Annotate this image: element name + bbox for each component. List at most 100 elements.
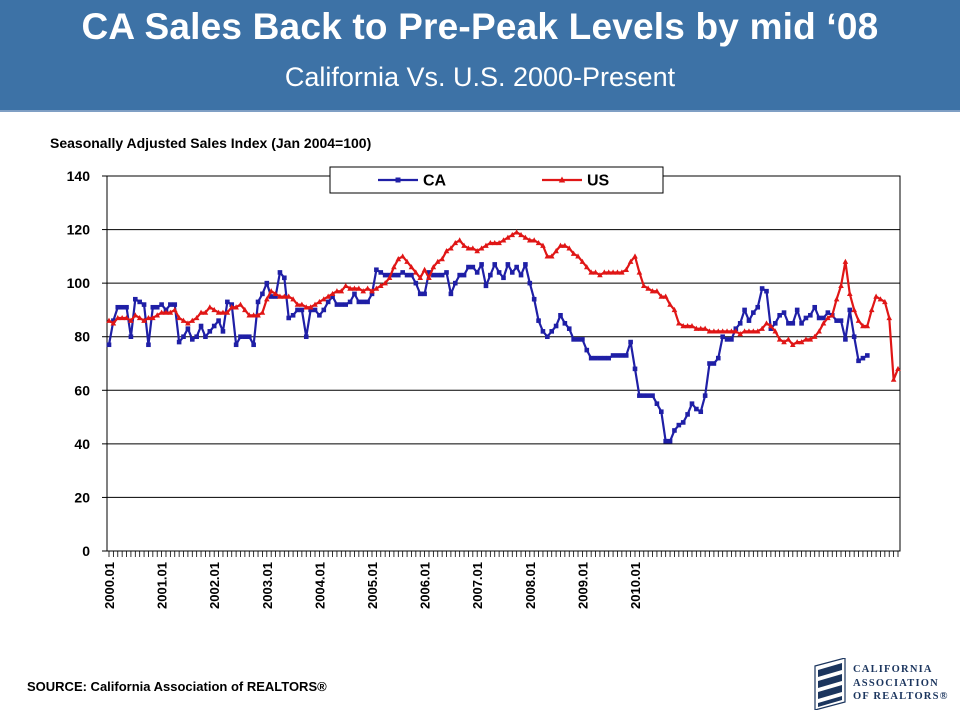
point-us [347, 285, 353, 291]
point-ca [119, 304, 125, 310]
point-us [684, 323, 691, 329]
point-ca [553, 323, 559, 329]
point-ca [571, 337, 576, 342]
point-us [737, 331, 743, 337]
point-ca [545, 334, 550, 340]
point-ca [501, 275, 506, 281]
point-ca [330, 294, 335, 299]
point-ca [698, 409, 704, 415]
point-us [141, 317, 147, 323]
point-us [211, 306, 217, 313]
point-ca [764, 288, 769, 294]
point-us [610, 269, 616, 275]
point-ca [523, 262, 528, 267]
point-ca [492, 262, 498, 267]
point-us [522, 234, 529, 240]
point-us [601, 269, 608, 275]
point-us [846, 290, 853, 297]
point-ca [575, 337, 581, 342]
point-us [351, 285, 358, 291]
point-ca [277, 270, 283, 275]
point-ca [286, 315, 292, 321]
point-ca [663, 438, 668, 444]
point-ca [356, 299, 362, 305]
point-us [776, 336, 783, 342]
point-us [658, 293, 665, 299]
point-ca [220, 329, 226, 334]
point-ca [650, 393, 655, 398]
point-us [417, 274, 424, 280]
point-us [868, 306, 875, 313]
point-ca [216, 318, 221, 323]
point-us [829, 312, 836, 318]
x-tick-label: 2000.01 [102, 562, 117, 609]
point-us [386, 274, 393, 280]
point-us [312, 301, 318, 307]
point-ca [225, 299, 230, 305]
point-ca [702, 393, 708, 398]
point-ca [404, 272, 410, 278]
point-ca [584, 347, 590, 353]
x-tick-label: 2010.01 [628, 562, 643, 609]
point-ca [238, 334, 243, 340]
point-ca [597, 355, 603, 361]
point-us [136, 314, 143, 321]
x-tick-label: 2007.01 [470, 562, 485, 609]
point-ca [816, 315, 822, 321]
point-us [496, 239, 502, 246]
point-ca [724, 337, 730, 342]
point-ca [593, 355, 598, 361]
point-us [285, 293, 292, 299]
point-us [768, 323, 774, 329]
point-ca [312, 307, 318, 313]
point-ca [207, 329, 213, 334]
point-ca [400, 270, 405, 275]
point-us [570, 250, 577, 256]
point-us [557, 242, 564, 248]
point-us [456, 237, 463, 243]
point-ca [803, 315, 809, 321]
x-tick-label: 2008.01 [523, 562, 538, 609]
point-us [864, 323, 871, 329]
point-us [110, 320, 117, 326]
point-us [750, 328, 757, 334]
point-ca [159, 302, 164, 307]
point-us [132, 312, 139, 318]
point-ca [194, 334, 199, 340]
point-ca [737, 321, 743, 326]
point-us [649, 288, 656, 294]
point-ca [777, 312, 782, 318]
point-us [176, 314, 182, 321]
point-us [465, 245, 472, 251]
point-us [272, 290, 279, 297]
point-us [518, 231, 524, 238]
legend-label-ca: CA [423, 173, 447, 190]
y-tick-label: 120 [67, 222, 91, 238]
point-us [114, 314, 121, 321]
point-ca [672, 428, 677, 433]
point-us [193, 314, 200, 321]
point-ca [435, 272, 441, 278]
point-ca [251, 342, 256, 348]
point-us [667, 301, 673, 307]
point-ca [233, 342, 239, 348]
legend-marker-us [558, 176, 566, 183]
point-ca [514, 264, 519, 270]
point-us [860, 323, 866, 329]
point-us [413, 269, 419, 275]
point-us [531, 237, 537, 243]
point-ca [417, 291, 423, 297]
point-ca [540, 329, 546, 334]
point-ca [531, 296, 537, 302]
point-ca [264, 280, 270, 286]
point-us [697, 325, 704, 331]
point-ca [856, 358, 861, 364]
point-us [728, 328, 735, 334]
point-us [377, 282, 384, 289]
point-ca [181, 334, 186, 340]
point-ca [211, 323, 217, 329]
point-ca [172, 302, 178, 307]
point-us [299, 301, 305, 307]
point-us [250, 312, 257, 318]
source-note: SOURCE: California Association of REALTO… [27, 679, 327, 694]
